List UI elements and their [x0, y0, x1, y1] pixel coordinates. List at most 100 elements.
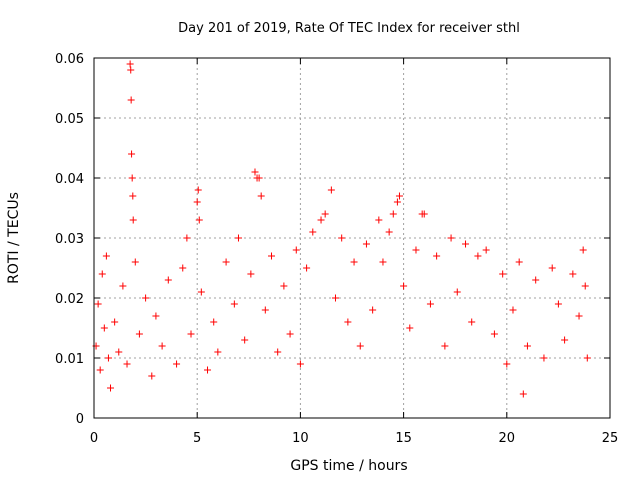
data-point: [561, 336, 569, 344]
data-point: [195, 216, 203, 224]
y-tick-label: 0.01: [55, 352, 84, 367]
data-point: [127, 66, 135, 74]
data-point: [292, 246, 300, 254]
data-point: [247, 270, 255, 278]
x-tick-label: 5: [193, 431, 201, 446]
data-point: [426, 300, 434, 308]
data-point: [462, 240, 470, 248]
data-points: [92, 60, 591, 398]
data-point: [255, 174, 263, 182]
data-point: [119, 282, 127, 290]
data-point: [433, 252, 441, 260]
data-point: [214, 348, 222, 356]
data-point: [164, 276, 172, 284]
data-point: [317, 216, 325, 224]
data-point: [173, 360, 181, 368]
data-point: [94, 300, 102, 308]
y-tick-label: 0.03: [55, 232, 84, 247]
data-point: [453, 288, 461, 296]
y-tick-label: 0.05: [55, 112, 84, 127]
data-point: [187, 330, 195, 338]
data-point: [251, 168, 259, 176]
y-tick-label: 0.02: [55, 292, 84, 307]
data-point: [554, 300, 562, 308]
x-tick-label: 0: [90, 431, 98, 446]
data-point: [412, 246, 420, 254]
x-tick-label: 20: [499, 431, 516, 446]
data-point: [395, 192, 403, 200]
data-point: [128, 150, 136, 158]
data-point: [129, 192, 137, 200]
data-point: [362, 240, 370, 248]
data-point: [519, 390, 527, 398]
data-point: [102, 252, 110, 260]
data-point: [204, 366, 212, 374]
data-point: [579, 246, 587, 254]
data-point: [548, 264, 556, 272]
data-point: [194, 186, 202, 194]
data-point: [338, 234, 346, 242]
data-point: [142, 294, 150, 302]
data-point: [129, 216, 137, 224]
data-point: [375, 216, 383, 224]
data-point: [406, 324, 414, 332]
data-point: [532, 276, 540, 284]
data-point: [210, 318, 218, 326]
data-point: [540, 354, 548, 362]
data-point: [131, 258, 139, 266]
data-point: [420, 210, 428, 218]
data-point: [123, 360, 131, 368]
data-point: [135, 330, 143, 338]
data-point: [280, 282, 288, 290]
data-point: [222, 258, 230, 266]
data-point: [327, 186, 335, 194]
data-point: [509, 306, 517, 314]
data-point: [241, 336, 249, 344]
data-point: [107, 384, 115, 392]
data-point: [183, 234, 191, 242]
data-point: [385, 228, 393, 236]
x-tick-label: 25: [602, 431, 619, 446]
data-point: [104, 354, 112, 362]
data-point: [296, 360, 304, 368]
data-point: [581, 282, 589, 290]
data-point: [257, 192, 265, 200]
data-point: [389, 210, 397, 218]
data-point: [379, 258, 387, 266]
data-point: [303, 264, 311, 272]
data-point: [234, 234, 242, 242]
data-point: [350, 258, 358, 266]
data-point: [499, 270, 507, 278]
data-point: [503, 360, 511, 368]
data-point: [179, 264, 187, 272]
data-point: [96, 366, 104, 374]
data-point: [268, 252, 276, 260]
tick-labels: 0 5 10 15 20 25 0 0.01 0.02 0.03 0.04 0.05 0.06: [55, 52, 618, 446]
data-point: [148, 372, 156, 380]
chart-title: Day 201 of 2019, Rate Of TEC Index for r…: [178, 21, 520, 36]
data-point: [515, 258, 523, 266]
data-point: [261, 306, 269, 314]
data-point: [197, 288, 205, 296]
data-point: [447, 234, 455, 242]
data-point: [393, 198, 401, 206]
data-point: [286, 330, 294, 338]
data-point: [474, 252, 482, 260]
data-point: [441, 342, 449, 350]
data-point: [152, 312, 160, 320]
data-point: [331, 294, 339, 302]
data-point: [128, 174, 136, 182]
data-point: [126, 60, 134, 68]
data-point: [230, 300, 238, 308]
y-tick-label: 0.06: [55, 52, 84, 67]
axis-ticks: [93, 57, 611, 419]
data-point: [98, 270, 106, 278]
data-point: [583, 354, 591, 362]
data-point: [356, 342, 364, 350]
y-axis-label: ROTI / TECUs: [6, 192, 22, 284]
data-point: [193, 198, 201, 206]
data-point: [490, 330, 498, 338]
data-point: [569, 270, 577, 278]
